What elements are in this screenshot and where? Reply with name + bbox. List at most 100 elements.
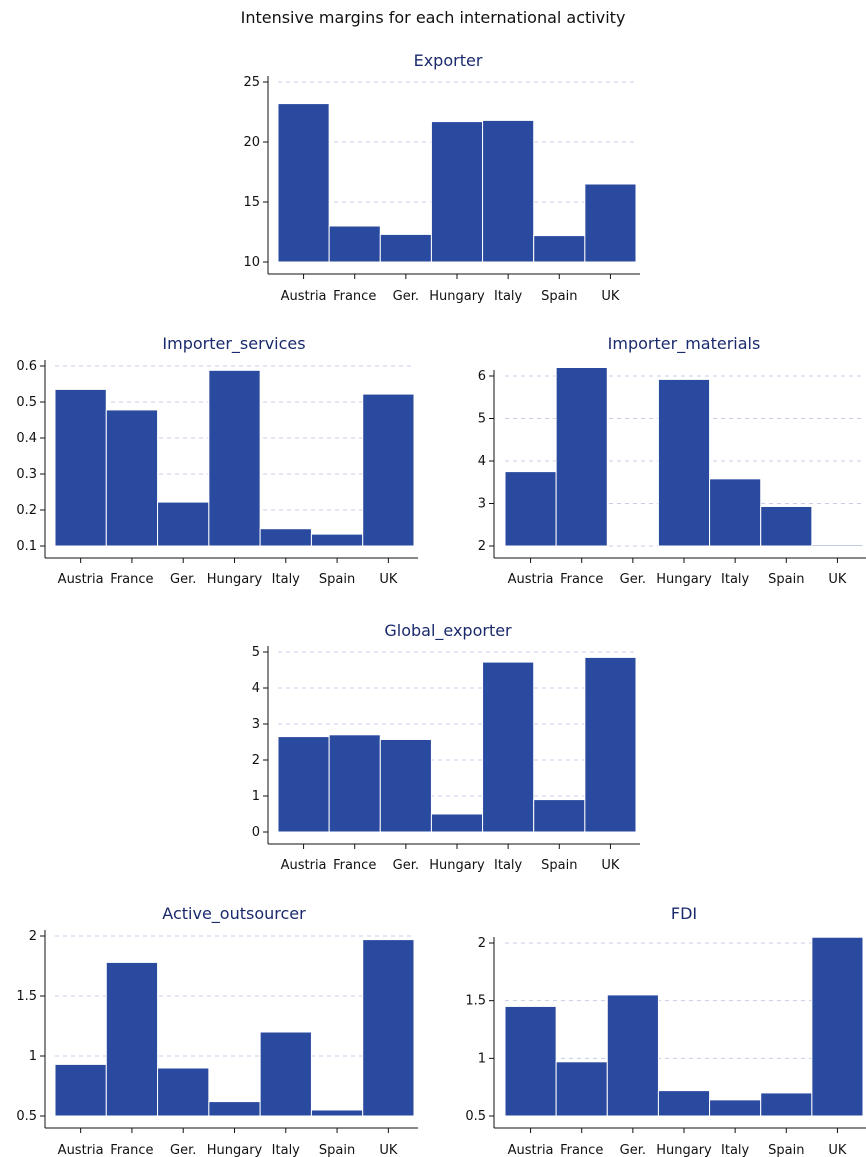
x-tick-label: Austria (58, 1143, 104, 1157)
bar-austria (504, 1005, 557, 1117)
y-tick-label: 3 (478, 497, 486, 512)
x-tick-label: Italy (494, 858, 523, 873)
panel-title: Importer_services (162, 334, 305, 354)
x-tick-label: Italy (272, 572, 301, 587)
bar-spain (760, 1092, 813, 1117)
y-tick-label: 15 (243, 195, 260, 210)
bar-austria (277, 736, 330, 833)
x-tick-label: Italy (721, 572, 750, 587)
y-tick-label: 0.3 (16, 467, 37, 482)
bar-france (105, 961, 159, 1117)
x-tick-label: UK (601, 858, 620, 873)
x-tick-label: Hungary (429, 289, 485, 304)
y-tick-label: 5 (478, 412, 486, 427)
x-tick-label: Spain (319, 1143, 355, 1157)
panel-title: Exporter (414, 51, 483, 70)
x-tick-label: Spain (319, 572, 355, 587)
y-tick-label: 0.5 (16, 395, 37, 410)
panel-fdi: FDI 0.5 1 1.5 2 Austria France Ger. Hungary Italy… (465, 904, 866, 1157)
bar-uk (584, 183, 637, 263)
x-tick-label: Hungary (656, 572, 712, 587)
bar-uk (362, 939, 415, 1117)
y-tick-label: 25 (243, 75, 260, 90)
y-tick-label: 20 (243, 135, 260, 150)
x-tick-label: Hungary (207, 572, 263, 587)
x-tick-label: Spain (768, 1143, 804, 1157)
x-tick-label: Austria (58, 572, 104, 587)
y-tick-label: 0.2 (16, 503, 37, 518)
x-tick-label: Italy (272, 1143, 301, 1157)
y-tick-label: 1.5 (465, 994, 486, 1009)
x-tick-label: France (333, 858, 376, 873)
bar-italy (482, 119, 535, 263)
bar-hungary (430, 121, 484, 263)
bar-spain (533, 799, 586, 833)
y-tick-label: 0.6 (16, 359, 37, 374)
panel-title: Active_outsourcer (162, 904, 306, 924)
bar-austria (54, 1063, 107, 1117)
y-tick-label: 1 (252, 789, 260, 804)
bar-uk (811, 544, 864, 547)
y-tick-label: 1 (29, 1049, 37, 1064)
y-tick-label: 0.1 (16, 539, 37, 554)
bar-hungary (657, 378, 711, 547)
y-tick-label: 6 (478, 369, 486, 384)
bar-france (328, 225, 381, 263)
bar-ger (606, 994, 659, 1117)
y-tick-label: 0.4 (16, 431, 37, 446)
x-tick-label: Italy (721, 1143, 750, 1157)
panel-global-exporter: Global_exporter 0 1 2 3 4 5 Austria France Ger. Hu… (252, 621, 640, 873)
x-tick-label: France (560, 572, 603, 587)
bar-france (105, 409, 159, 547)
y-tick-label: 0.5 (16, 1109, 37, 1124)
x-tick-label: Austria (281, 858, 327, 873)
bar-ger (157, 1067, 210, 1117)
y-tick-label: 3 (252, 717, 260, 732)
x-tick-label: France (560, 1143, 603, 1157)
y-tick-label: 0 (252, 825, 260, 840)
bar-hungary (208, 369, 261, 547)
x-tick-label: UK (828, 572, 847, 587)
bar-spain (533, 235, 586, 263)
bar-uk (584, 656, 637, 833)
y-tick-label: 4 (478, 454, 486, 469)
bar-austria (504, 471, 557, 547)
bar-hungary (430, 813, 484, 833)
bar-austria (54, 388, 107, 547)
y-tick-label: 1.5 (16, 989, 37, 1004)
y-tick-label: 4 (252, 681, 260, 696)
y-tick-label: 2 (29, 929, 37, 944)
x-tick-label: Spain (541, 858, 577, 873)
panel-exporter: Exporter 10 15 20 25 Austria France Ger. Hungary… (243, 51, 640, 304)
bar-uk (362, 393, 415, 547)
bar-france (555, 367, 608, 547)
bar-italy (259, 1031, 312, 1117)
x-tick-label: Austria (508, 572, 554, 587)
panel-importer-services: Importer_services 0.1 0.2 0.3 0.4 0.5 0.6 Austr… (16, 334, 418, 587)
panel-title: Global_exporter (384, 621, 512, 641)
y-tick-label: 2 (478, 539, 486, 554)
x-tick-label: Italy (494, 289, 523, 304)
bar-austria (277, 103, 330, 263)
x-tick-label: France (110, 572, 153, 587)
bar-italy (709, 1099, 762, 1117)
x-tick-label: Ger. (393, 858, 419, 873)
x-tick-label: Austria (281, 289, 327, 304)
x-tick-label: UK (379, 1143, 398, 1157)
bar-ger (379, 738, 432, 833)
bar-uk (811, 936, 864, 1117)
x-tick-label: Austria (508, 1143, 554, 1157)
bar-ger (379, 233, 432, 263)
x-tick-label: Hungary (207, 1143, 263, 1157)
x-tick-label: Hungary (656, 1143, 712, 1157)
x-tick-label: Ger. (393, 289, 419, 304)
panel-importer-materials: Importer_materials 2 3 4 5 6 Austria France Ger.… (478, 334, 866, 587)
y-tick-label: 0.5 (465, 1109, 486, 1124)
panel-title: FDI (671, 904, 697, 923)
x-tick-label: Ger. (620, 572, 646, 587)
x-tick-label: UK (828, 1143, 847, 1157)
x-tick-label: UK (379, 572, 398, 587)
y-tick-label: 1 (478, 1051, 486, 1066)
x-tick-label: Spain (768, 572, 804, 587)
panel-active-outsourcer: Active_outsourcer 0.5 1 1.5 2 Austria France Ge… (16, 904, 418, 1157)
